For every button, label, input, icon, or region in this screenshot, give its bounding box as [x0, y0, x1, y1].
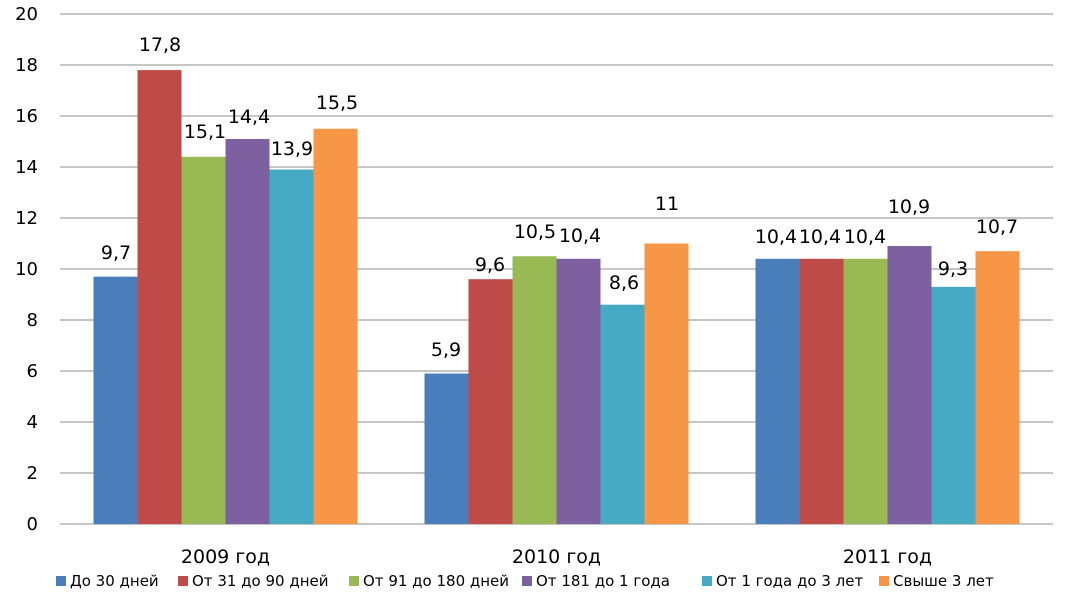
bar — [644, 243, 689, 524]
data-label: 10,7 — [976, 216, 1018, 238]
bar — [755, 258, 800, 524]
y-tick-label: 16 — [15, 106, 38, 127]
data-label: 10,4 — [799, 226, 841, 248]
bar — [600, 304, 645, 524]
data-label: 10,4 — [844, 226, 886, 248]
data-label: 9,3 — [938, 258, 968, 280]
bar — [556, 258, 601, 524]
legend-swatch — [702, 576, 712, 586]
bar — [799, 258, 844, 524]
data-label: 14,4 — [228, 106, 270, 128]
legend-label: Свыше 3 лет — [893, 572, 994, 590]
legend-swatch — [349, 576, 359, 586]
data-label: 10,5 — [514, 221, 556, 243]
y-tick-label: 10 — [15, 259, 38, 280]
data-label: 9,7 — [101, 242, 131, 264]
bar — [424, 373, 469, 524]
data-label: 15,5 — [316, 92, 358, 114]
bar — [512, 256, 557, 524]
bar — [137, 70, 182, 524]
bar — [843, 258, 888, 524]
y-tick-label: 0 — [27, 514, 38, 535]
data-label: 10,4 — [559, 225, 601, 247]
x-tick-label: 2010 год — [512, 546, 601, 568]
y-tick-label: 6 — [27, 361, 38, 382]
legend-label: От 91 до 180 дней — [363, 572, 509, 590]
data-label: 9,6 — [475, 254, 505, 276]
x-tick-label: 2011 год — [843, 546, 932, 568]
bar — [887, 246, 932, 525]
legend-label: От 181 до 1 года — [536, 572, 670, 590]
data-label: 11 — [655, 193, 679, 215]
legend-swatch — [178, 576, 188, 586]
bar — [269, 169, 314, 525]
y-tick-label: 2 — [27, 463, 38, 484]
data-label: 17,8 — [139, 34, 181, 56]
data-label: 5,9 — [431, 339, 461, 361]
y-tick-label: 8 — [27, 310, 38, 331]
y-tick-label: 20 — [15, 4, 38, 25]
bar — [468, 279, 513, 524]
bar — [225, 138, 270, 524]
data-label: 10,4 — [755, 226, 797, 248]
x-tick-label: 2009 год — [181, 546, 270, 568]
data-label: 13,9 — [271, 138, 313, 160]
legend-swatch — [56, 576, 66, 586]
legend-swatch — [879, 576, 889, 586]
bar — [181, 156, 226, 525]
legend-label: До 30 дней — [70, 572, 159, 590]
y-tick-label: 4 — [27, 412, 38, 433]
bar — [93, 276, 138, 524]
y-tick-label: 14 — [15, 157, 38, 178]
y-tick-label: 18 — [15, 55, 38, 76]
legend-label: От 31 до 90 дней — [192, 572, 329, 590]
bar — [313, 128, 358, 524]
legend-swatch — [522, 576, 532, 586]
y-tick-label: 12 — [15, 208, 38, 229]
bar — [975, 251, 1020, 524]
data-label: 8,6 — [609, 272, 639, 294]
legend-label: От 1 года до 3 лет — [716, 572, 863, 590]
data-label: 15,1 — [184, 121, 226, 143]
bar — [931, 286, 976, 524]
data-label: 10,9 — [888, 196, 930, 218]
